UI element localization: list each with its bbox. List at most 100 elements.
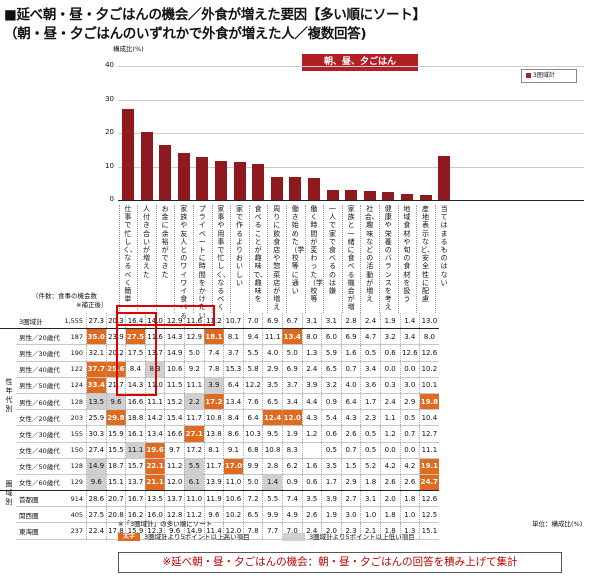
gridline — [118, 200, 584, 201]
table-cell: 27.5 — [125, 328, 146, 346]
table-cell: 35.0 — [86, 328, 107, 346]
table-cell: 2.8 — [262, 458, 283, 475]
table-cell: 16.6 — [164, 425, 185, 443]
table-cell: 4.0 — [340, 377, 361, 394]
table-row: 男性／60歳代 128 13.5 9.6 16.6 11.1 15.2 2.2 17.2 13.4… — [0, 393, 439, 411]
legend-low: 3圏域計より5ポイント以上低い項目 — [283, 531, 415, 541]
legend-high: 太字 3圏域計より5ポイント以上高い項目 — [118, 531, 250, 541]
table-cell: 20.8 — [105, 506, 126, 524]
table-cell: 12.6 — [399, 344, 420, 362]
category-label: 家族や友人とのワイワイ食べる — [180, 205, 188, 320]
column-separator — [174, 205, 176, 313]
table-cell: 12.4 — [262, 409, 283, 427]
table-cell: 7.0 — [242, 313, 263, 330]
gridline — [118, 133, 584, 134]
table-cell: 0.0 — [399, 442, 420, 459]
table-row: 男性／40歳代 122 37.7 25.6 8.4 8.3 10.6 9.2 7.8 15.3 5.… — [0, 361, 439, 378]
highlight-frame-male-young — [116, 312, 157, 396]
table-cell: 22.1 — [144, 458, 165, 475]
row-count: 150 — [61, 442, 87, 459]
bar — [270, 176, 283, 200]
group-cell — [0, 361, 16, 377]
table-cell: 16.1 — [125, 425, 146, 443]
table-cell: 16.7 — [125, 490, 146, 508]
table-cell: 22.4 — [86, 522, 107, 540]
table-cell: 5.0 — [183, 344, 205, 362]
group-cell — [0, 345, 16, 361]
table-cell: 14.9 — [183, 522, 205, 540]
table-cell: 24.7 — [419, 474, 439, 492]
column-header-note: ※補正後） — [76, 301, 108, 309]
column-separator — [193, 205, 194, 313]
table-cell: 0.9 — [321, 393, 342, 411]
table-cell: 12.0 — [164, 474, 185, 492]
table-cell: 12.2 — [242, 377, 263, 394]
category-label: 人付き合いが増えた — [143, 205, 150, 279]
table-cell: 11.0 — [183, 490, 205, 508]
table-cell: 13.0 — [419, 313, 439, 330]
table-cell: 18.1 — [203, 328, 224, 346]
table-cell: 1.3 — [301, 344, 322, 362]
table-cell: 2.4 — [301, 522, 322, 540]
table-cell: 0.3 — [379, 377, 400, 394]
table-cell: 7.6 — [242, 393, 263, 411]
table-cell: 2.8 — [340, 313, 361, 330]
table-cell: 14.3 — [125, 377, 146, 394]
bar — [382, 191, 395, 200]
table-cell: 10.2 — [223, 506, 244, 524]
table-cell: 0.0 — [399, 361, 420, 378]
table-cell: 9.5 — [262, 425, 283, 443]
table-cell: 27.4 — [86, 442, 107, 459]
table-cell: 25.9 — [86, 409, 107, 427]
table-cell: 29.8 — [105, 409, 126, 427]
row-label: 関西圏 — [16, 506, 61, 524]
table-cell: 2.1 — [360, 522, 381, 540]
table-cell: 37.7 — [86, 361, 107, 378]
table-cell: 1.8 — [379, 506, 400, 524]
column-header-count: （件数：食事の機会数 — [32, 292, 97, 300]
table-cell: 14.2 — [144, 409, 165, 427]
table-cell: 0.7 — [399, 425, 420, 443]
table-cell: 4.3 — [340, 409, 361, 427]
category-label: 家事や用事で忙しく、なるべく — [215, 205, 230, 312]
table-cell: 25.6 — [105, 361, 126, 378]
table-cell: 2.9 — [399, 393, 420, 411]
group-cell — [0, 329, 16, 345]
table-cell: 1.8 — [379, 522, 400, 540]
table-cell: 33.4 — [86, 377, 107, 394]
table-cell: 7.4 — [281, 490, 303, 508]
table-cell: 16.6 — [125, 393, 146, 411]
table-cell: 15.1 — [419, 522, 439, 540]
category-label: 一人で家で食べるのは嫌 — [329, 205, 336, 296]
table-cell: 2.6 — [301, 506, 322, 524]
table-cell: 9.4 — [242, 328, 263, 346]
table-cell: 8.3 — [281, 442, 303, 459]
table-cell: 11.2 — [164, 458, 185, 475]
table-cell: 3.4 — [399, 328, 420, 346]
table-cell: 0.5 — [360, 425, 381, 443]
table-cell: 11.1 — [125, 442, 146, 459]
table-row: 首都圏 914 28.6 20.7 16.7 13.5 13.7 11.0 11.9 10.6 7.… — [0, 490, 439, 508]
table-cell: 3.1 — [301, 313, 322, 330]
category-label: お金に余裕ができた — [161, 205, 169, 279]
unit-label: 単位：構成比(%) — [532, 520, 583, 528]
bar — [363, 190, 376, 200]
table-cell: 27.5 — [86, 506, 107, 524]
legend-low-text: 3圏域計より5ポイント以上低い項目 — [309, 533, 415, 541]
table-cell: 4.7 — [360, 328, 381, 346]
row-label: 女性／50歳代 — [16, 458, 61, 475]
table-cell: 9.9 — [242, 458, 263, 475]
table-cell: 17.2 — [203, 393, 224, 411]
column-separator — [211, 205, 213, 313]
table-cell: 23.9 — [105, 328, 126, 346]
row-label: 女性／60歳代 — [16, 474, 61, 492]
category-label: 健康や栄養のバランスを考え — [384, 205, 392, 312]
category-label: 社会、趣味などの活動が増え — [364, 205, 379, 304]
table-cell: 15.2 — [164, 393, 185, 411]
table-cell: 10.8 — [262, 442, 283, 459]
sort-footnote: ※「3圏域計」の多い順にソート — [118, 520, 213, 528]
chart-title: 朝、昼、夕ごはん — [302, 54, 418, 71]
table-cell: 5.5 — [183, 458, 205, 475]
table-cell: 12.6 — [419, 344, 439, 362]
row-label: 男性／30歳代 — [16, 344, 61, 362]
